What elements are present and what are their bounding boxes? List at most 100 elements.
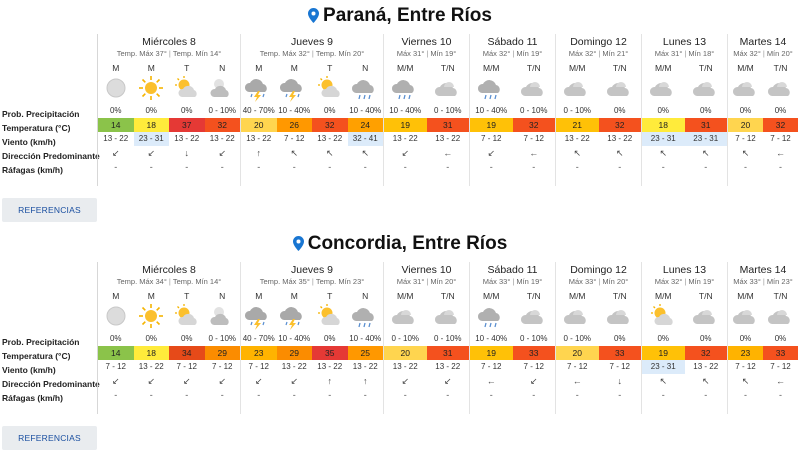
row-labels: Prob. Precipitación Temperatura (°C) Vient… (2, 335, 100, 405)
period-label: M/M (396, 291, 414, 301)
wind-cell: 7 - 12 (176, 362, 197, 371)
precip-prob: 0% (109, 334, 122, 343)
sun-icon (134, 303, 170, 331)
references-button[interactable]: REFERENCIAS (2, 426, 97, 450)
precip-prob: 0% (699, 106, 712, 115)
temperature-cell: 31 (426, 118, 469, 132)
wind-cell: 7 - 12 (523, 362, 544, 371)
gusts-cell: - (403, 162, 407, 172)
temp-max: Máx 32° (733, 49, 761, 58)
gusts-cell: - (185, 390, 189, 400)
temp-max: Temp. Máx 35° (259, 277, 310, 286)
row-label: Ráfagas (km/h) (2, 393, 63, 403)
temperature-cell: 32 (204, 118, 240, 132)
gusts-cell: - (704, 162, 708, 172)
precip-prob: 0% (774, 106, 787, 115)
row-label: Temperatura (°C) (2, 351, 71, 361)
period-label: T (327, 291, 333, 301)
period-column: N 0 - 10% 32 13 - 22 ↙ - (204, 59, 240, 174)
temp-separator: | (684, 277, 687, 286)
day-temps: Máx 32° | Mín 20° (728, 49, 798, 59)
period-label: M/M (737, 291, 754, 301)
wind-direction-arrow-icon: ↖ (290, 148, 299, 158)
period-column: M 10 - 40% 26 7 - 12 ↖ - (276, 59, 312, 174)
wind-direction-arrow-icon: ↖ (361, 148, 370, 158)
cloud-icon (599, 303, 642, 331)
day-temps: Máx 32° | Mín 19° (470, 49, 555, 59)
row-label: Dirección Predominante (2, 151, 100, 161)
period-column: M/M 10 - 40% 19 13 - 22 ↙ - (384, 59, 427, 174)
moon-icon (98, 303, 134, 331)
temperature-cell: 25 (347, 346, 383, 360)
wind-cell: 7 - 12 (770, 134, 791, 143)
temperature-cell: 31 (684, 118, 727, 132)
period-column: M 0% 14 7 - 12 ↙ - (98, 287, 134, 402)
wind-cell: 7 - 12 (567, 362, 588, 371)
cloud-icon (513, 303, 556, 331)
temperature-cell: 35 (312, 346, 348, 360)
period-label: T/N (526, 63, 541, 73)
rain-cloud-icon (470, 303, 513, 331)
temperature-cell: 19 (470, 346, 513, 360)
period-column: N 10 - 40% 25 13 - 22 ↑ - (347, 287, 383, 402)
day-temps: Máx 31° | Mín 18° (642, 49, 727, 59)
day-temps: Temp. Máx 32° | Temp. Mín 20° (241, 49, 383, 59)
temperature-cell: 32 (512, 118, 555, 132)
temperature-cell: 20 (241, 118, 277, 132)
wind-cell: 32 - 41 (347, 132, 383, 146)
wind-direction-arrow-icon: ↓ (617, 376, 623, 386)
cloud-icon (763, 75, 798, 103)
precip-prob: 0 - 10% (563, 106, 592, 115)
period-label: M/M (482, 291, 500, 301)
day-temps: Máx 33° | Mín 19° (470, 277, 555, 287)
day-column: Martes 14 Máx 32° | Mín 20° M/M 0% 20 7 - 12 ↖ - T… (727, 34, 798, 186)
period-columns: M/M 0% 18 23 - 31 ↖ - T/N 0% 31 23 - 31 ↖ - (642, 59, 727, 174)
period-column: M/M 0% 20 7 - 12 ↖ - (728, 59, 763, 174)
temp-min: Mín 19° (688, 277, 715, 286)
period-label: T/N (698, 291, 713, 301)
temp-max: Temp. Máx 34° (116, 277, 167, 286)
wind-direction-arrow-icon: ↑ (363, 376, 368, 386)
period-column: T/N 0% 32 7 - 12 ← - (763, 59, 798, 174)
wind-direction-arrow-icon: ↓ (184, 148, 190, 158)
gusts-cell: - (257, 162, 261, 172)
precip-prob: 0% (613, 106, 626, 115)
wind-cell: 23 - 31 (684, 132, 727, 146)
period-column: M 40 - 70% 23 7 - 12 ↙ - (241, 287, 277, 402)
sun-cloud-icon (169, 75, 205, 103)
day-name: Martes 14 (739, 264, 787, 276)
temperature-cell: 23 (728, 346, 763, 360)
period-column: T/N 0% 32 13 - 22 ↖ - (598, 59, 641, 174)
moon-icon (98, 75, 134, 103)
wind-direction-arrow-icon: ↙ (111, 376, 120, 386)
period-columns: M/M 10 - 40% 19 7 - 12 ← - T/N 0 - 10% 33 7 - 12 ↙… (470, 287, 555, 402)
period-columns: M/M 0 - 10% 21 13 - 22 ↖ - T/N 0% 32 13 - 22 ↖ - (556, 59, 641, 174)
temp-min: Temp. Mín 20° (315, 49, 365, 58)
precip-prob: 0% (657, 106, 670, 115)
temp-min: Mín 18° (688, 49, 715, 58)
period-label: M/M (568, 63, 586, 73)
temperature-cell: 29 (204, 346, 240, 360)
references-button[interactable]: REFERENCIAS (2, 198, 97, 222)
gusts-cell: - (328, 162, 332, 172)
temperature-cell: 19 (384, 118, 427, 132)
cloud-icon (685, 75, 728, 103)
gusts-cell: - (220, 162, 224, 172)
period-label: M/M (482, 63, 500, 73)
period-column: T/N 0 - 10% 31 13 - 22 ↙ - (426, 287, 469, 402)
day-column: Jueves 9 Temp. Máx 32° | Temp. Mín 20° M 40 -… (240, 34, 383, 186)
period-column: M/M 0 - 10% 20 7 - 12 ← - (556, 287, 599, 402)
wind-direction-arrow-icon: ↑ (256, 148, 262, 158)
temp-separator: | (598, 277, 601, 286)
period-column: M/M 10 - 40% 19 7 - 12 ← - (470, 287, 513, 402)
wind-direction-arrow-icon: ↙ (111, 148, 120, 158)
temperature-cell: 32 (312, 118, 348, 132)
day-columns: Miércoles 8 Temp. Máx 37° | Temp. Mín 14° M 0… (97, 34, 798, 186)
precip-prob: 0% (145, 334, 158, 343)
day-column: Miércoles 8 Temp. Máx 34° | Temp. Mín 14° M 0… (97, 262, 240, 414)
period-label: M/M (654, 63, 672, 73)
period-column: M 0% 18 13 - 22 ↙ - (133, 287, 170, 402)
location-forecast: Concordia, Entre Ríos Prob. Precipitación… (0, 228, 800, 450)
temp-max: Máx 32° (482, 49, 511, 58)
period-label: T/N (612, 63, 627, 73)
